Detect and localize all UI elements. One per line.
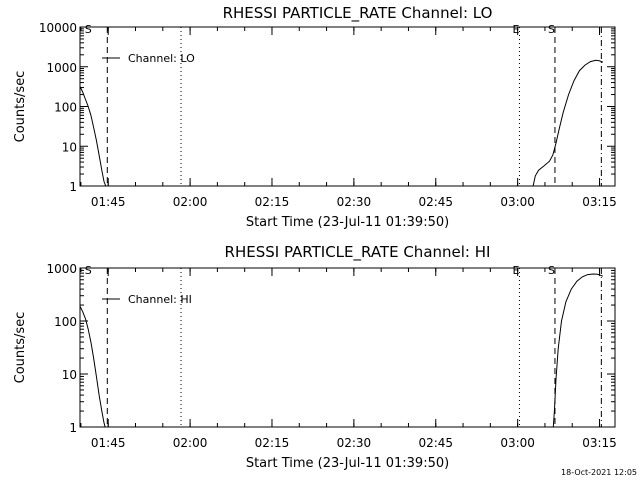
lo-chart-title: RHESSI PARTICLE_RATE Channel: LO: [223, 4, 493, 23]
lo-ylabel: Counts/sec: [13, 71, 28, 143]
hi-ytick-label: 1: [69, 421, 77, 435]
lo-xlabel: Start Time (23-Jul-11 01:39:50): [246, 215, 449, 230]
lo-ytick-label: 100: [54, 101, 77, 115]
hi-xtick-label: 03:15: [582, 436, 617, 450]
lo-xtick-label: 02:30: [337, 195, 372, 209]
hi-xtick-label: 03:00: [500, 436, 535, 450]
lo-event-marker-label: S: [85, 23, 92, 36]
lo-series-line-segment-1: [532, 59, 604, 187]
hi-xtick-label: 01:45: [91, 436, 126, 450]
lo-channel-panel: RHESSI PARTICLE_RATE Channel: LO 1 10 100 10…: [13, 4, 617, 230]
lo-xtick-label: 02:15: [255, 195, 290, 209]
hi-ytick-label: 1000: [46, 262, 77, 276]
hi-xtick-label: 02:15: [255, 436, 290, 450]
hi-event-marker-label: E: [513, 264, 520, 277]
timestamp-label: 18-Oct-2021 12:05: [561, 468, 637, 477]
hi-event-marker-label: S: [85, 264, 92, 277]
hi-chart-title: RHESSI PARTICLE_RATE Channel: HI: [225, 243, 491, 262]
lo-ytick-label: 1: [69, 180, 77, 194]
hi-legend-label: Channel: HI: [128, 293, 192, 306]
lo-ytick-label: 1000: [46, 61, 77, 75]
lo-xtick-label: 03:15: [582, 195, 617, 209]
lo-xtick-label: 01:45: [91, 195, 126, 209]
hi-xtick-label: 02:30: [337, 436, 372, 450]
hi-channel-panel: RHESSI PARTICLE_RATE Channel: HI 1 10 100 10…: [13, 243, 617, 471]
hi-xtick-label: 02:45: [418, 436, 453, 450]
lo-xtick-label: 03:00: [500, 195, 535, 209]
hi-xtick-label: 02:00: [173, 436, 208, 450]
lo-event-marker-label: E: [513, 23, 520, 36]
lo-series-line-segment-0: [79, 86, 107, 187]
lo-xtick-label: 02:00: [173, 195, 208, 209]
hi-series-line-segment-0: [79, 305, 106, 428]
hi-xlabel: Start Time (23-Jul-11 01:39:50): [246, 456, 449, 471]
hi-ytick-label: 100: [54, 315, 77, 329]
lo-plot-frame: [79, 26, 616, 187]
hi-plot-frame: [79, 267, 616, 428]
lo-ytick-label: 10: [62, 140, 77, 154]
hi-ytick-label: 10: [62, 368, 77, 382]
lo-legend-label: Channel: LO: [128, 52, 195, 65]
lo-ytick-label: 10000: [39, 21, 77, 35]
hi-event-marker-label: S: [548, 264, 555, 277]
lo-xtick-label: 02:45: [418, 195, 453, 209]
hi-ylabel: Counts/sec: [13, 312, 28, 384]
hi-series-line-segment-1: [552, 273, 604, 428]
lo-event-marker-label: S: [548, 23, 555, 36]
